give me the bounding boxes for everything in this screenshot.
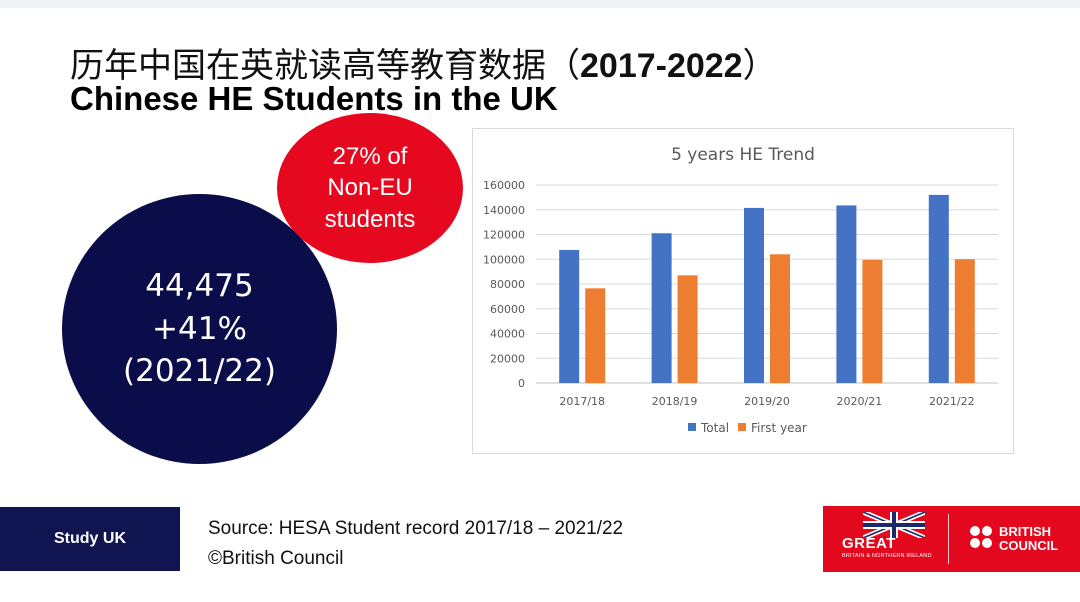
slide-title-english: Chinese HE Students in the UK xyxy=(70,80,558,117)
bar-first-year xyxy=(677,275,698,383)
y-tick-label: 80000 xyxy=(490,278,525,291)
bars xyxy=(559,194,975,383)
stat-bubble-navy: 44,475 +41% (2021/22) xyxy=(62,194,337,464)
bar-total xyxy=(559,249,580,383)
stat-year: (2021/22) xyxy=(123,353,276,390)
bar-first-year xyxy=(585,288,606,383)
great-logo-subtext: BRITAIN & NORTHERN IRELAND xyxy=(842,553,932,559)
legend-swatch xyxy=(738,423,746,431)
legend-swatch xyxy=(688,423,696,431)
legend-label: First year xyxy=(751,421,807,435)
gridlines xyxy=(536,184,998,384)
x-tick-label: 2018/19 xyxy=(652,395,698,408)
y-tick-label: 120000 xyxy=(483,229,525,242)
y-tick-label: 100000 xyxy=(483,253,525,266)
legend-label: Total xyxy=(700,421,729,435)
share-line-3: students xyxy=(324,205,416,233)
chart-legend: Total First year xyxy=(688,421,807,435)
title-years: 2017-2022 xyxy=(580,47,743,85)
slide-title-chinese: 历年中国在英就读高等教育数据（2017-2022） xyxy=(70,38,777,87)
x-tick-label: 2019/20 xyxy=(744,395,790,408)
bar-first-year xyxy=(862,259,883,383)
bar-first-year xyxy=(770,254,790,383)
bar-total xyxy=(744,207,764,383)
bar-total xyxy=(836,205,857,383)
chart-panel: 5 years HE Trend 0 20000 40000 60000 80000 10… xyxy=(472,128,1014,454)
union-flag-icon xyxy=(863,512,925,538)
y-tick-label: 40000 xyxy=(490,328,525,341)
y-tick-label: 60000 xyxy=(490,303,525,316)
title-cn-close: ） xyxy=(742,46,777,86)
chart-title: 5 years HE Trend xyxy=(671,145,815,165)
bar-chart: 5 years HE Trend 0 20000 40000 60000 80000 10… xyxy=(483,145,998,435)
bc-line-2: COUNCIL xyxy=(999,538,1059,553)
x-tick-label: 2021/22 xyxy=(929,395,975,408)
share-line-1: 27% of xyxy=(332,143,408,171)
title-cn-text: 历年中国在英就读高等教育数据（ xyxy=(70,46,580,86)
stat-count: 44,475 xyxy=(145,267,254,304)
y-tick-label: 20000 xyxy=(490,352,525,365)
bar-first-year xyxy=(954,259,975,383)
x-tick-label: 2017/18 xyxy=(559,395,605,408)
y-tick-label: 0 xyxy=(518,377,525,390)
bar-total xyxy=(928,194,949,383)
copyright-note: ©British Council xyxy=(208,548,344,569)
great-logo-text: GREAT xyxy=(842,535,896,552)
source-note: Source: HESA Student record 2017/18 – 20… xyxy=(208,518,624,539)
y-tick-label: 140000 xyxy=(483,204,525,217)
top-strip xyxy=(0,0,1080,8)
study-uk-tag: Study UK xyxy=(0,507,180,571)
share-line-2: Non-EU xyxy=(327,174,413,202)
stat-bubble-red: 27% of Non-EU students xyxy=(277,113,463,263)
british-council-wordmark: BRITISH COUNCIL xyxy=(999,525,1058,553)
x-axis-ticks: 2017/18 2018/19 2019/20 2020/21 2021/22 xyxy=(559,395,974,408)
stat-growth: +41% xyxy=(152,310,247,347)
y-axis-ticks: 0 20000 40000 60000 80000 100000 120000 140000 1… xyxy=(483,179,525,390)
logo-divider xyxy=(948,514,949,564)
bc-line-1: BRITISH xyxy=(999,524,1051,539)
x-tick-label: 2020/21 xyxy=(837,395,883,408)
british-council-dots-icon xyxy=(970,526,992,548)
y-tick-label: 160000 xyxy=(483,179,525,192)
bar-total xyxy=(651,233,672,383)
partner-logos: GREAT BRITAIN & NORTHERN IRELAND BRITISH… xyxy=(823,506,1080,572)
